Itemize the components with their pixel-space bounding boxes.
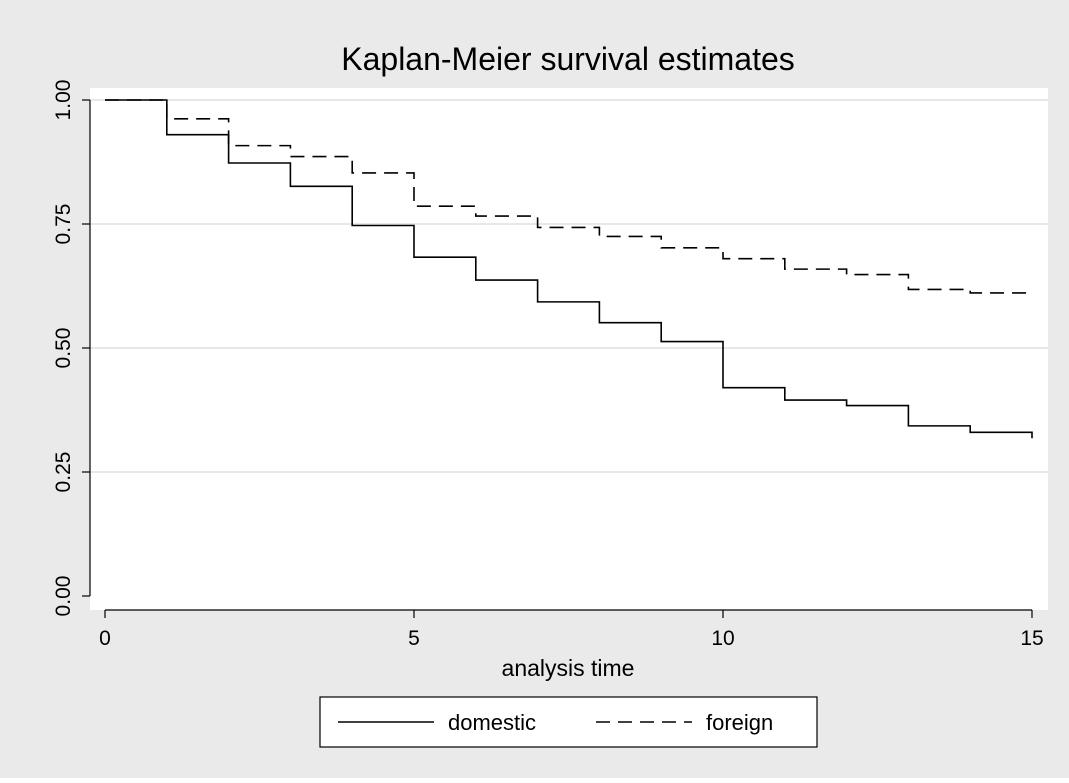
x-tick-label: 10 <box>711 627 734 650</box>
legend-label-foreign: foreign <box>706 710 773 735</box>
chart-title: Kaplan-Meier survival estimates <box>341 41 795 77</box>
series-line-foreign <box>105 99 1033 295</box>
y-tick-label: 0.25 <box>52 452 75 493</box>
y-tick-label: 0.00 <box>52 576 75 617</box>
series-lines <box>105 99 1033 439</box>
y-tick-label: 1.00 <box>52 80 75 121</box>
legend-label-domestic: domestic <box>448 710 536 735</box>
plot-area <box>90 88 1048 610</box>
axes: 0.00 0.25 0.50 0.75 1.00 0 5 10 15 <box>52 80 1044 650</box>
y-tick-label: 0.50 <box>52 328 75 369</box>
x-axis-label: analysis time <box>502 655 635 681</box>
gridlines <box>90 99 1048 473</box>
y-tick-label: 0.75 <box>52 204 75 245</box>
legend: domestic foreign <box>319 696 818 748</box>
x-tick-label: 15 <box>1020 627 1043 650</box>
x-tick-label: 0 <box>99 627 111 650</box>
x-tick-label: 5 <box>408 627 420 650</box>
series-line-domestic <box>105 99 1033 439</box>
